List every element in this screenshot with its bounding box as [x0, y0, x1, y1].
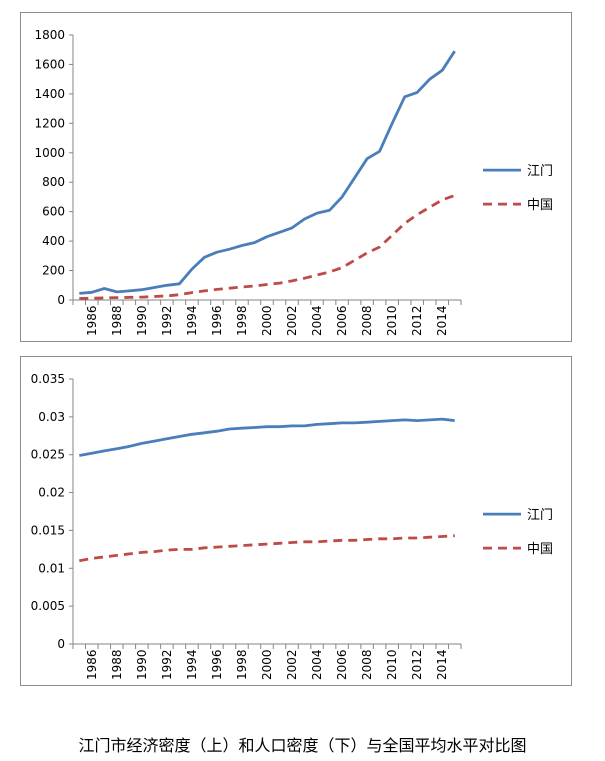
y-tick-label: 0.015: [31, 523, 65, 537]
y-tick-label: 400: [42, 234, 65, 248]
series-line-china: [79, 534, 455, 563]
x-tick-label: 2006: [335, 305, 349, 336]
series-line-jiangmen: [79, 50, 456, 295]
y-tick-label: 0.01: [38, 561, 65, 575]
y-tick-label: 1200: [34, 116, 65, 130]
x-tick-label: 1994: [185, 649, 199, 680]
x-tick-label: 1986: [85, 305, 99, 336]
x-tick-label: 2010: [385, 305, 399, 336]
x-tick-label: 2012: [410, 649, 424, 680]
series-line-jiangmen: [79, 417, 455, 457]
x-tick-label: 2014: [435, 305, 449, 336]
x-tick-label: 1998: [235, 649, 249, 680]
x-tick-label: 2008: [360, 305, 374, 336]
x-tick-label: 2004: [310, 305, 324, 336]
y-tick-label: 0.02: [38, 486, 65, 500]
legend-label-jiangmen: 江门: [527, 164, 553, 179]
x-tick-label: 1994: [185, 305, 199, 336]
x-tick-label: 1996: [210, 649, 224, 680]
economic-density-svg: 0 200 400 600 800 1000 1200 1400 1600 1800 1986 198…: [34, 28, 553, 336]
x-tick-label: 1996: [210, 305, 224, 336]
x-tick-label: 2004: [310, 649, 324, 680]
y-tick-label: 800: [42, 175, 65, 189]
x-tick-label: 2010: [385, 649, 399, 680]
population-density-svg: 0 0.005 0.01 0.015 0.02 0.025 0.03 0.035 1986 198…: [31, 372, 553, 680]
x-tick-label: 2008: [360, 649, 374, 680]
y-tick-label: 0.005: [31, 599, 65, 613]
y-tick-label: 600: [42, 205, 65, 219]
x-tick-label: 2000: [260, 649, 274, 680]
y-tick-label: 0.025: [31, 448, 65, 462]
legend-label-jiangmen: 江门: [527, 508, 553, 523]
y-tick-label: 1400: [34, 87, 65, 101]
x-tick-label: 1988: [110, 305, 124, 336]
x-tick-label: 1986: [85, 649, 99, 680]
x-tick-label: 2012: [410, 305, 424, 336]
x-tick-label: 1992: [160, 649, 174, 680]
y-tick-label: 200: [42, 264, 65, 278]
figure-caption: 江门市经济密度（上）和人口密度（下）与全国平均水平对比图: [78, 736, 527, 755]
y-tick-label: 1800: [34, 28, 65, 42]
x-tick-label: 1988: [110, 649, 124, 680]
y-tick-label: 0.035: [31, 372, 65, 386]
series-line-china: [79, 194, 456, 300]
x-tick-label: 2014: [435, 649, 449, 680]
legend-label-china: 中国: [527, 198, 553, 213]
economic-density-chart: 0 200 400 600 800 1000 1200 1400 1600 1800 1986 198…: [20, 12, 572, 342]
y-tick-label: 0: [57, 293, 65, 307]
legend-label-china: 中国: [527, 542, 553, 557]
x-tick-label: 2006: [335, 649, 349, 680]
x-tick-label: 2000: [260, 305, 274, 336]
x-tick-label: 1990: [135, 649, 149, 680]
x-tick-label: 2002: [285, 649, 299, 680]
x-tick-label: 1992: [160, 305, 174, 336]
x-tick-label: 1990: [135, 305, 149, 336]
x-tick-label: 2002: [285, 305, 299, 336]
population-density-chart: 0 0.005 0.01 0.015 0.02 0.025 0.03 0.035 1986 198…: [20, 356, 572, 686]
y-tick-label: 1600: [34, 57, 65, 71]
y-tick-label: 1000: [34, 146, 65, 160]
y-tick-label: 0: [57, 637, 65, 651]
y-tick-label: 0.03: [38, 410, 65, 424]
x-tick-label: 1998: [235, 305, 249, 336]
